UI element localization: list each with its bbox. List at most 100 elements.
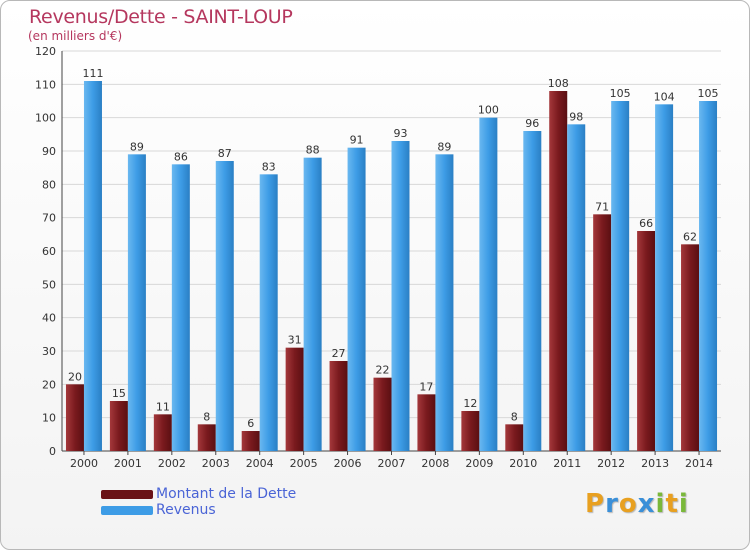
bar-revenus — [347, 147, 366, 451]
data-label-dette: 20 — [68, 370, 82, 383]
data-label-revenus: 96 — [525, 117, 539, 130]
y-tick-label: 90 — [42, 145, 56, 158]
bar-revenus — [567, 124, 586, 451]
chart-subtitle: (en milliers d'€) — [28, 29, 123, 43]
data-label-dette: 108 — [548, 77, 569, 90]
logo-letter: o — [618, 489, 638, 519]
data-label-dette: 71 — [595, 200, 609, 213]
data-label-revenus: 111 — [82, 67, 103, 80]
data-label-dette: 11 — [156, 400, 170, 413]
data-label-dette: 6 — [247, 417, 254, 430]
y-tick-label: 20 — [42, 378, 56, 391]
logo-letter: i — [678, 489, 689, 519]
data-label-revenus: 93 — [394, 127, 408, 140]
bar-revenus — [655, 104, 674, 451]
y-tick-label: 0 — [49, 445, 56, 458]
data-label-dette: 17 — [419, 380, 433, 393]
bar-dette — [329, 361, 348, 451]
bar-revenus — [523, 131, 542, 451]
bar-dette — [593, 214, 612, 451]
bar-dette — [417, 394, 436, 451]
bar-revenus — [259, 174, 278, 452]
bar-revenus — [171, 164, 190, 452]
data-label-dette: 66 — [639, 217, 653, 230]
bar-dette — [109, 401, 128, 451]
data-label-dette: 12 — [463, 397, 477, 410]
y-tick-label: 50 — [42, 278, 56, 291]
logo-letter: t — [665, 489, 679, 519]
y-tick-label: 30 — [42, 345, 56, 358]
bar-revenus — [479, 117, 498, 452]
bar-dette — [373, 377, 392, 451]
legend-swatch-revenus — [101, 506, 153, 515]
y-tick-label: 100 — [35, 112, 56, 125]
data-label-revenus: 89 — [130, 140, 144, 153]
x-tick-label: 2009 — [465, 457, 493, 470]
data-label-dette: 62 — [683, 230, 697, 243]
data-label-dette: 31 — [288, 334, 302, 347]
x-tick-label: 2002 — [158, 457, 186, 470]
data-label-revenus: 89 — [437, 140, 451, 153]
bar-dette — [505, 424, 524, 451]
x-tick-label: 2011 — [553, 457, 581, 470]
data-label-dette: 27 — [332, 347, 346, 360]
x-tick-label: 2007 — [378, 457, 406, 470]
bar-revenus — [303, 157, 322, 451]
bar-revenus — [83, 81, 102, 451]
bar-revenus — [391, 141, 410, 451]
bar-dette — [681, 244, 700, 451]
data-label-dette: 22 — [376, 364, 390, 377]
bar-revenus — [435, 154, 454, 452]
data-label-revenus: 98 — [569, 110, 583, 123]
data-label-dette: 8 — [511, 410, 518, 423]
data-label-revenus: 83 — [262, 160, 276, 173]
y-tick-label: 10 — [42, 412, 56, 425]
bar-revenus — [127, 154, 146, 452]
logo-letter: x — [637, 489, 656, 519]
legend-swatch-dette — [101, 490, 153, 499]
data-label-dette: 8 — [203, 410, 210, 423]
y-tick-label: 70 — [42, 212, 56, 225]
bar-dette — [241, 431, 260, 451]
bar-dette — [637, 231, 656, 451]
bar-dette — [197, 424, 216, 451]
x-tick-label: 2006 — [334, 457, 362, 470]
bar-revenus — [699, 101, 718, 451]
chart-title: Revenus/Dette - SAINT-LOUP — [29, 6, 293, 28]
x-tick-label: 2008 — [421, 457, 449, 470]
bar-revenus — [215, 161, 234, 451]
x-tick-label: 2013 — [641, 457, 669, 470]
data-label-revenus: 91 — [350, 134, 364, 147]
proxiti-logo: Proxiti — [585, 489, 689, 519]
bar-dette — [153, 414, 172, 451]
data-label-revenus: 88 — [306, 144, 320, 157]
data-label-dette: 15 — [112, 387, 126, 400]
bars-layer — [65, 81, 718, 452]
x-tick-label: 2001 — [114, 457, 142, 470]
data-label-revenus: 105 — [698, 87, 719, 100]
data-label-revenus: 105 — [610, 87, 631, 100]
logo-letter: P — [585, 489, 606, 519]
x-tick-label: 2010 — [509, 457, 537, 470]
x-tick-label: 2012 — [597, 457, 625, 470]
x-tick-label: 2004 — [246, 457, 274, 470]
x-tick-label: 2003 — [202, 457, 230, 470]
logo-letter: r — [605, 489, 619, 519]
y-tick-label: 80 — [42, 178, 56, 191]
legend-label-revenus: Revenus — [156, 502, 216, 518]
x-tick-label: 2005 — [290, 457, 318, 470]
logo-letter: i — [655, 489, 666, 519]
y-tick-label: 60 — [42, 245, 56, 258]
data-label-revenus: 87 — [218, 147, 232, 160]
data-label-revenus: 86 — [174, 150, 188, 163]
data-label-revenus: 100 — [478, 104, 499, 117]
bar-revenus — [611, 101, 630, 451]
bar-dette — [285, 347, 304, 451]
bar-dette — [65, 384, 84, 451]
y-tick-label: 120 — [35, 45, 56, 58]
data-label-revenus: 104 — [654, 90, 675, 103]
labels-layer: 0 10 20 30 40 50 60 70 80 90 100 110 120 20 111 2000 15 8… — [35, 45, 719, 470]
x-tick-label: 2014 — [685, 457, 713, 470]
